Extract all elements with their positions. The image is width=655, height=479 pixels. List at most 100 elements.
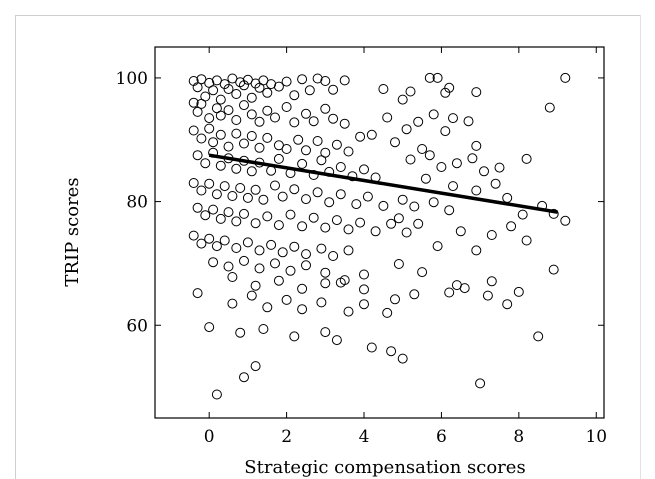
data-point <box>231 89 242 99</box>
data-point <box>494 162 505 173</box>
data-point <box>223 105 234 116</box>
data-point <box>397 94 408 105</box>
data-point <box>301 249 311 260</box>
data-point <box>548 208 559 219</box>
data-point <box>343 306 354 317</box>
data-point <box>308 116 319 127</box>
data-point <box>366 342 377 353</box>
data-point <box>448 181 458 192</box>
data-point <box>235 77 246 88</box>
data-point <box>502 299 513 310</box>
data-point <box>231 243 242 253</box>
data-point <box>444 287 455 298</box>
data-point <box>548 264 559 275</box>
data-point <box>188 178 199 188</box>
data-point <box>235 327 246 338</box>
data-point <box>486 230 497 240</box>
data-point <box>366 129 377 140</box>
data-point <box>196 185 207 196</box>
data-point <box>312 187 323 198</box>
data-point <box>560 215 571 226</box>
data-point <box>200 210 211 221</box>
data-point <box>320 327 331 338</box>
data-point <box>250 184 261 195</box>
x-tick-label: 6 <box>436 427 447 447</box>
data-point <box>386 346 397 357</box>
data-point <box>231 163 242 174</box>
data-point <box>544 102 555 113</box>
data-point <box>459 283 470 294</box>
data-point <box>266 79 277 90</box>
data-point <box>444 205 455 216</box>
data-point <box>451 158 462 169</box>
data-point <box>486 276 497 287</box>
data-point <box>297 221 308 232</box>
data-point <box>196 238 207 249</box>
data-point <box>208 257 219 268</box>
data-point <box>192 288 203 299</box>
data-point <box>281 144 292 154</box>
data-point <box>517 209 528 220</box>
data-point <box>188 97 199 108</box>
data-point <box>467 153 478 164</box>
data-point <box>355 131 366 142</box>
data-point <box>331 335 342 346</box>
data-point <box>254 116 265 127</box>
data-point <box>215 129 226 140</box>
data-point <box>405 154 416 165</box>
data-point <box>258 194 269 205</box>
data-point <box>273 275 284 286</box>
data-point <box>297 304 308 315</box>
data-point <box>301 194 311 205</box>
data-point <box>231 216 242 227</box>
data-point <box>188 125 199 136</box>
data-point <box>370 226 381 237</box>
data-point <box>359 284 369 295</box>
data-point <box>208 137 219 148</box>
data-point <box>211 189 222 200</box>
page-frame-left <box>15 15 16 479</box>
data-point <box>223 261 234 272</box>
data-point <box>328 84 339 95</box>
data-point <box>231 115 242 125</box>
data-point <box>428 197 439 208</box>
data-point <box>246 92 257 103</box>
data-point <box>239 138 249 149</box>
data-point <box>262 302 273 313</box>
page-frame-right <box>640 15 641 479</box>
data-point <box>246 290 257 301</box>
data-point <box>444 82 455 93</box>
data-point <box>316 243 327 254</box>
data-point <box>343 245 354 256</box>
data-point <box>382 307 393 318</box>
data-point <box>254 263 265 274</box>
data-point <box>339 75 350 86</box>
data-point <box>304 85 315 96</box>
data-point <box>204 123 215 134</box>
x-tick-label: 2 <box>281 427 292 447</box>
data-point <box>211 389 222 400</box>
data-point <box>239 80 249 91</box>
data-point <box>331 215 342 226</box>
data-point <box>405 86 416 97</box>
data-point <box>200 158 211 169</box>
data-point <box>502 192 513 203</box>
data-point <box>420 173 431 184</box>
y-axis-label: TRIP scores <box>62 177 83 286</box>
data-point <box>262 211 273 222</box>
data-point <box>219 235 230 246</box>
data-point <box>308 212 319 223</box>
data-point <box>413 116 424 127</box>
x-tick-label: 4 <box>359 427 370 447</box>
data-point <box>273 81 284 92</box>
data-point <box>270 258 280 269</box>
data-point <box>250 361 261 372</box>
data-point <box>289 331 300 342</box>
data-point <box>204 233 215 244</box>
data-point <box>343 224 354 235</box>
data-point <box>482 290 493 301</box>
data-point <box>281 294 292 305</box>
data-point <box>448 113 458 124</box>
data-point <box>351 199 362 210</box>
x-tick-label: 10 <box>585 427 607 447</box>
